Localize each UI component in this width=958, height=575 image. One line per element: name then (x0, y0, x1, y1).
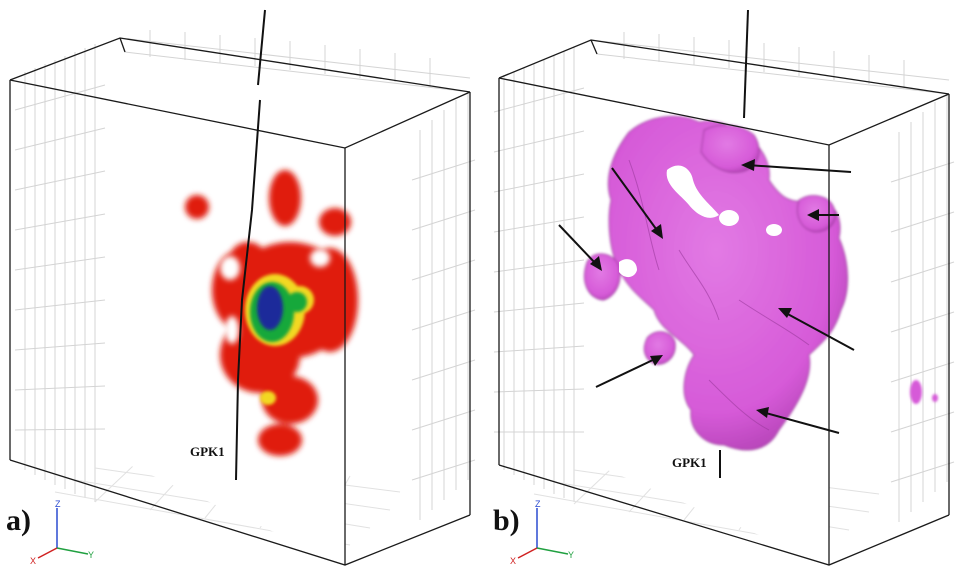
x-axis-label: X (510, 556, 516, 566)
surface-holes (619, 165, 782, 278)
cloud-white-gaps (220, 249, 330, 344)
x-axis-label: X (30, 556, 36, 566)
isosurface-body (584, 115, 938, 451)
y-axis-line (536, 547, 569, 555)
arrow-3 (611, 167, 663, 239)
arrow-1 (741, 159, 852, 173)
well-trajectory-gpk1 (235, 9, 266, 481)
arrow-4 (558, 224, 602, 271)
well-label-gpk1: GPK1 (190, 444, 225, 459)
left-wall-grid (493, 47, 585, 502)
x-axis-line (517, 547, 538, 559)
bounding-box-frame (9, 37, 471, 566)
left-wall-grid (14, 44, 106, 502)
panel-label-a: a) (6, 504, 31, 537)
outlier-blob-small (932, 394, 938, 402)
x-axis-line (37, 547, 58, 559)
panel-label-b: b) (493, 504, 520, 537)
z-axis-label: Z (535, 499, 541, 509)
y-axis-label: Y (88, 550, 94, 560)
right-wall-grid (890, 94, 955, 522)
annotation-arrows (558, 159, 855, 434)
top-grid (119, 30, 471, 93)
y-axis-line (56, 547, 89, 555)
right-wall-grid (411, 92, 476, 520)
surface-shading (628, 159, 810, 431)
axis-triad-b: Z X Y (510, 499, 574, 566)
arrow-2 (807, 209, 839, 221)
arrow-7 (756, 407, 840, 434)
arrow-6 (595, 355, 663, 388)
main-cluster (607, 115, 848, 451)
panel-b: GPK1 (479, 0, 958, 575)
seismic-density-cloud (185, 170, 358, 456)
panel-a: GPK1 a) Z X Y (6, 9, 476, 566)
arrow-5 (778, 308, 855, 351)
outlier-blob (910, 380, 922, 404)
well-label-gpk1: GPK1 (672, 455, 707, 470)
well-trajectory-gpk1 (719, 9, 749, 478)
panel-b-figure: GPK1 (493, 9, 955, 566)
z-axis-label: Z (55, 499, 61, 509)
y-axis-label: Y (568, 550, 574, 560)
panel-a-figure: GPK1 a) Z X Y (6, 9, 476, 566)
axis-triad-a: Z X Y (30, 499, 94, 566)
cloud-core-blue (257, 286, 283, 330)
top-grid (590, 32, 950, 95)
